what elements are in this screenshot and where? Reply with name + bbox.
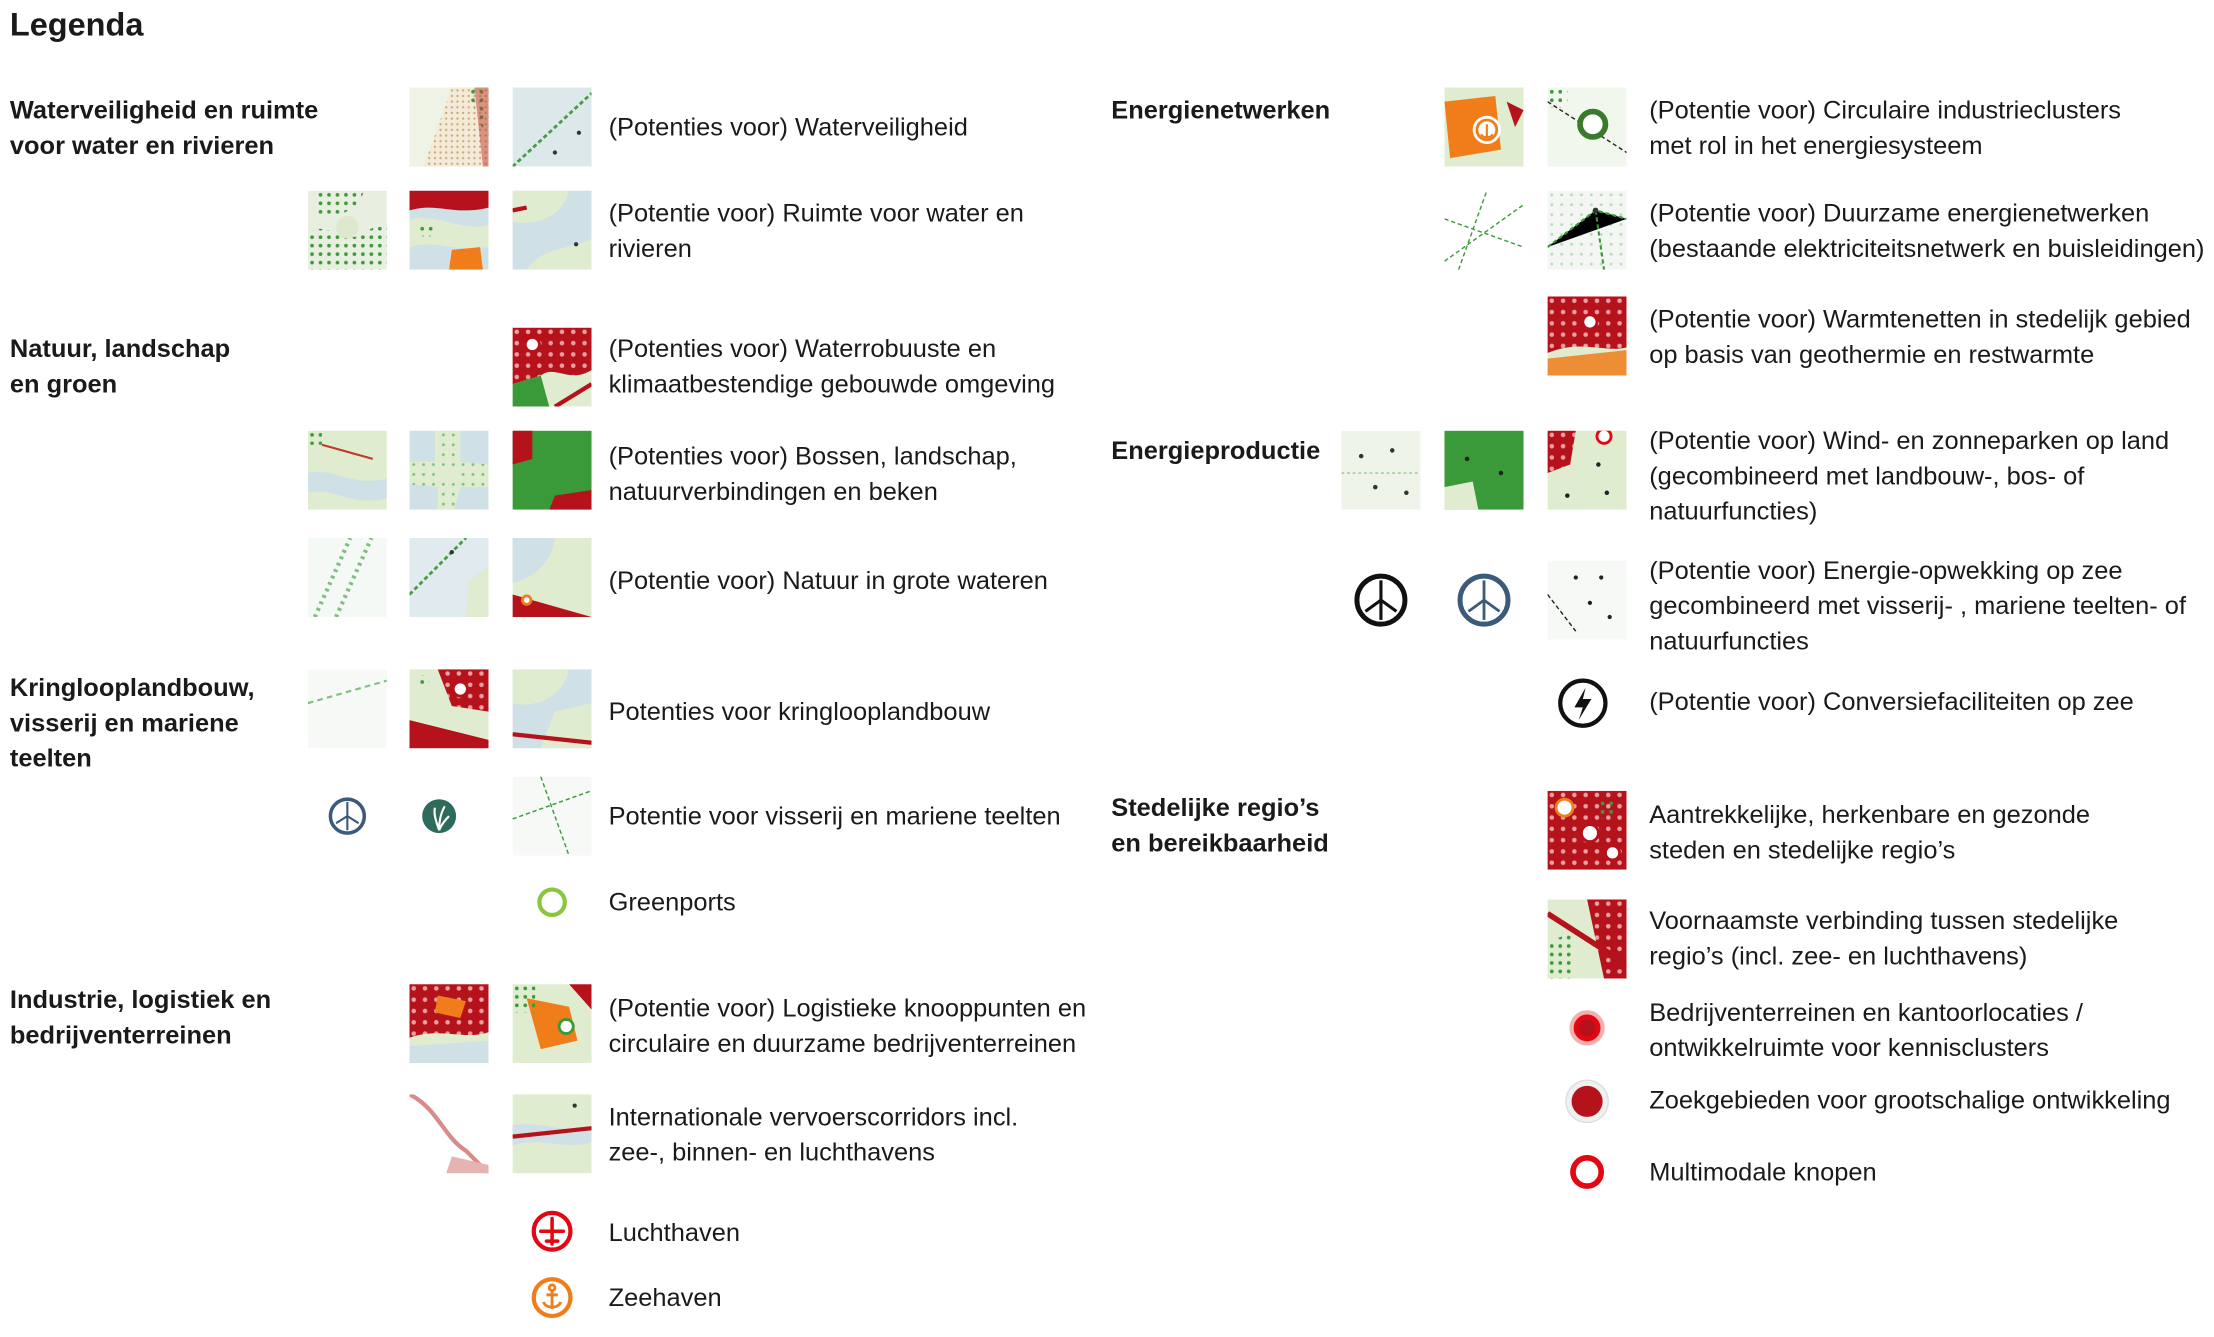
- swatch-sea-fishing: [512, 776, 592, 856]
- swatch-logistics-urban: [409, 984, 489, 1064]
- swatch-sea-dots: [307, 537, 387, 618]
- seaweed-icon: [409, 777, 488, 856]
- swatch-coastline: [512, 87, 592, 167]
- airport-icon: [513, 1192, 592, 1271]
- swatch-river-plain: [512, 190, 592, 270]
- label-windzon-land: (Potentie voor) Wind- en zonneparken op …: [1649, 426, 2170, 526]
- swatch-wind-land-mixed: [1547, 430, 1627, 510]
- swatch-connection: [1547, 899, 1627, 979]
- swatch-cities: [1547, 790, 1627, 870]
- swatch-farm-sea: [307, 669, 387, 749]
- multimodal-hub-icon: [1548, 1132, 1627, 1211]
- swatch-landscape-b: [409, 430, 489, 510]
- category-water: Waterveiligheid en ruimte voor water en …: [9, 96, 319, 160]
- label-energienetwerken: (Potentie voor) Duurzame energienetwerke…: [1649, 199, 2205, 263]
- label-bossen: (Potenties voor) Bossen, landschap, natu…: [608, 441, 1017, 506]
- label-bedrijventerreinen: Bedrijventerreinen en kantoorlocaties / …: [1649, 998, 2083, 1062]
- label-multimodaal: Multimodale knopen: [1649, 1157, 1877, 1187]
- swatch-heat-urban: [1547, 296, 1627, 376]
- swatch-coastal-sand: [409, 87, 489, 167]
- category-energy-production: Energieproductie: [1111, 436, 1321, 465]
- label-luchthaven: Luchthaven: [608, 1218, 740, 1247]
- label-logistiek: (Potentie voor) Logistieke knooppunten e…: [608, 994, 1087, 1058]
- swatch-network-lines: [1444, 190, 1524, 270]
- greenport-icon: [513, 863, 592, 942]
- swatch-sea-wind: [1547, 560, 1627, 640]
- label-verbinding: Voornaamste verbinding tussen stedelijke…: [1649, 906, 2119, 971]
- category-nature: Natuur, landschap en groen: [9, 334, 231, 399]
- wind-icon-small: [308, 777, 387, 856]
- swatch-corridor-road: [512, 1094, 592, 1174]
- swatch-river-red: [409, 190, 489, 270]
- label-kringlooplandbouw: Potenties voor kringlooplandbouw: [608, 697, 991, 726]
- swatch-urban-red: [512, 327, 592, 407]
- label-ruimte-water: (Potentie voor) Ruimte voor water en riv…: [608, 199, 1024, 263]
- category-circular: Kringlooplandbouw, visserij en mariene t…: [9, 673, 255, 773]
- lightning-icon: [1548, 664, 1627, 743]
- swatch-wind-land-forest: [1444, 430, 1524, 510]
- label-zeehaven: Zeehaven: [608, 1283, 722, 1312]
- search-area-icon: [1548, 1062, 1627, 1141]
- label-zoekgebieden: Zoekgebieden voor grootschalige ontwikke…: [1649, 1085, 2171, 1115]
- label-visserij: Potentie voor visserij en mariene teelte…: [608, 802, 1061, 831]
- swatch-landscape-a: [307, 430, 387, 510]
- label-energie-zee: (Potentie voor) Energie-opwekking op zee…: [1649, 556, 2187, 656]
- legend-title: Legenda: [9, 5, 144, 43]
- label-vervoerscorridors: Internationale vervoerscorridors incl. z…: [608, 1102, 1019, 1167]
- label-warmtenetten: (Potentie voor) Warmtenetten in stedelij…: [1649, 304, 2191, 369]
- label-natuur-wateren: (Potentie voor) Natuur in grote wateren: [608, 566, 1048, 595]
- swatch-forest-dense: [512, 430, 592, 510]
- business-area-icon: [1548, 988, 1627, 1067]
- label-waterveiligheid: (Potenties voor) Waterveiligheid: [608, 112, 968, 142]
- category-energy-networks: Energienetwerken: [1111, 96, 1331, 125]
- swatch-industry-port: [1444, 87, 1524, 167]
- swatch-sea-coast: [409, 537, 489, 618]
- label-waterrobuust: (Potenties voor) Waterrobuuste en klimaa…: [608, 334, 1056, 399]
- swatch-farm-delta: [512, 669, 592, 749]
- swatch-delta: [512, 537, 592, 618]
- label-steden: Aantrekkelijke, herkenbare en gezonde st…: [1649, 800, 2091, 865]
- swatch-logistics-port: [512, 984, 592, 1064]
- category-urban: Stedelijke regio’s en bereikbaarheid: [1111, 793, 1329, 858]
- swatch-corridor-river: [409, 1094, 489, 1174]
- anchor-icon: [513, 1258, 592, 1337]
- swatch-wind-land-a: [1341, 430, 1421, 510]
- label-conversie: (Potentie voor) Conversiefaciliteiten op…: [1649, 687, 2134, 716]
- swatch-network-grid: [1547, 190, 1627, 270]
- swatch-farm-urban: [409, 669, 489, 749]
- wind-turbine-icon-black: [1341, 561, 1420, 640]
- label-industrieclusters: (Potentie voor) Circulaire industrieclus…: [1649, 96, 2122, 160]
- swatch-floodplain-dots: [307, 190, 387, 270]
- wind-turbine-icon-blue: [1444, 561, 1523, 640]
- swatch-industry-cluster: [1547, 87, 1627, 167]
- label-greenports: Greenports: [608, 888, 736, 917]
- category-industry: Industrie, logistiek en bedrijventerrein…: [9, 985, 272, 1050]
